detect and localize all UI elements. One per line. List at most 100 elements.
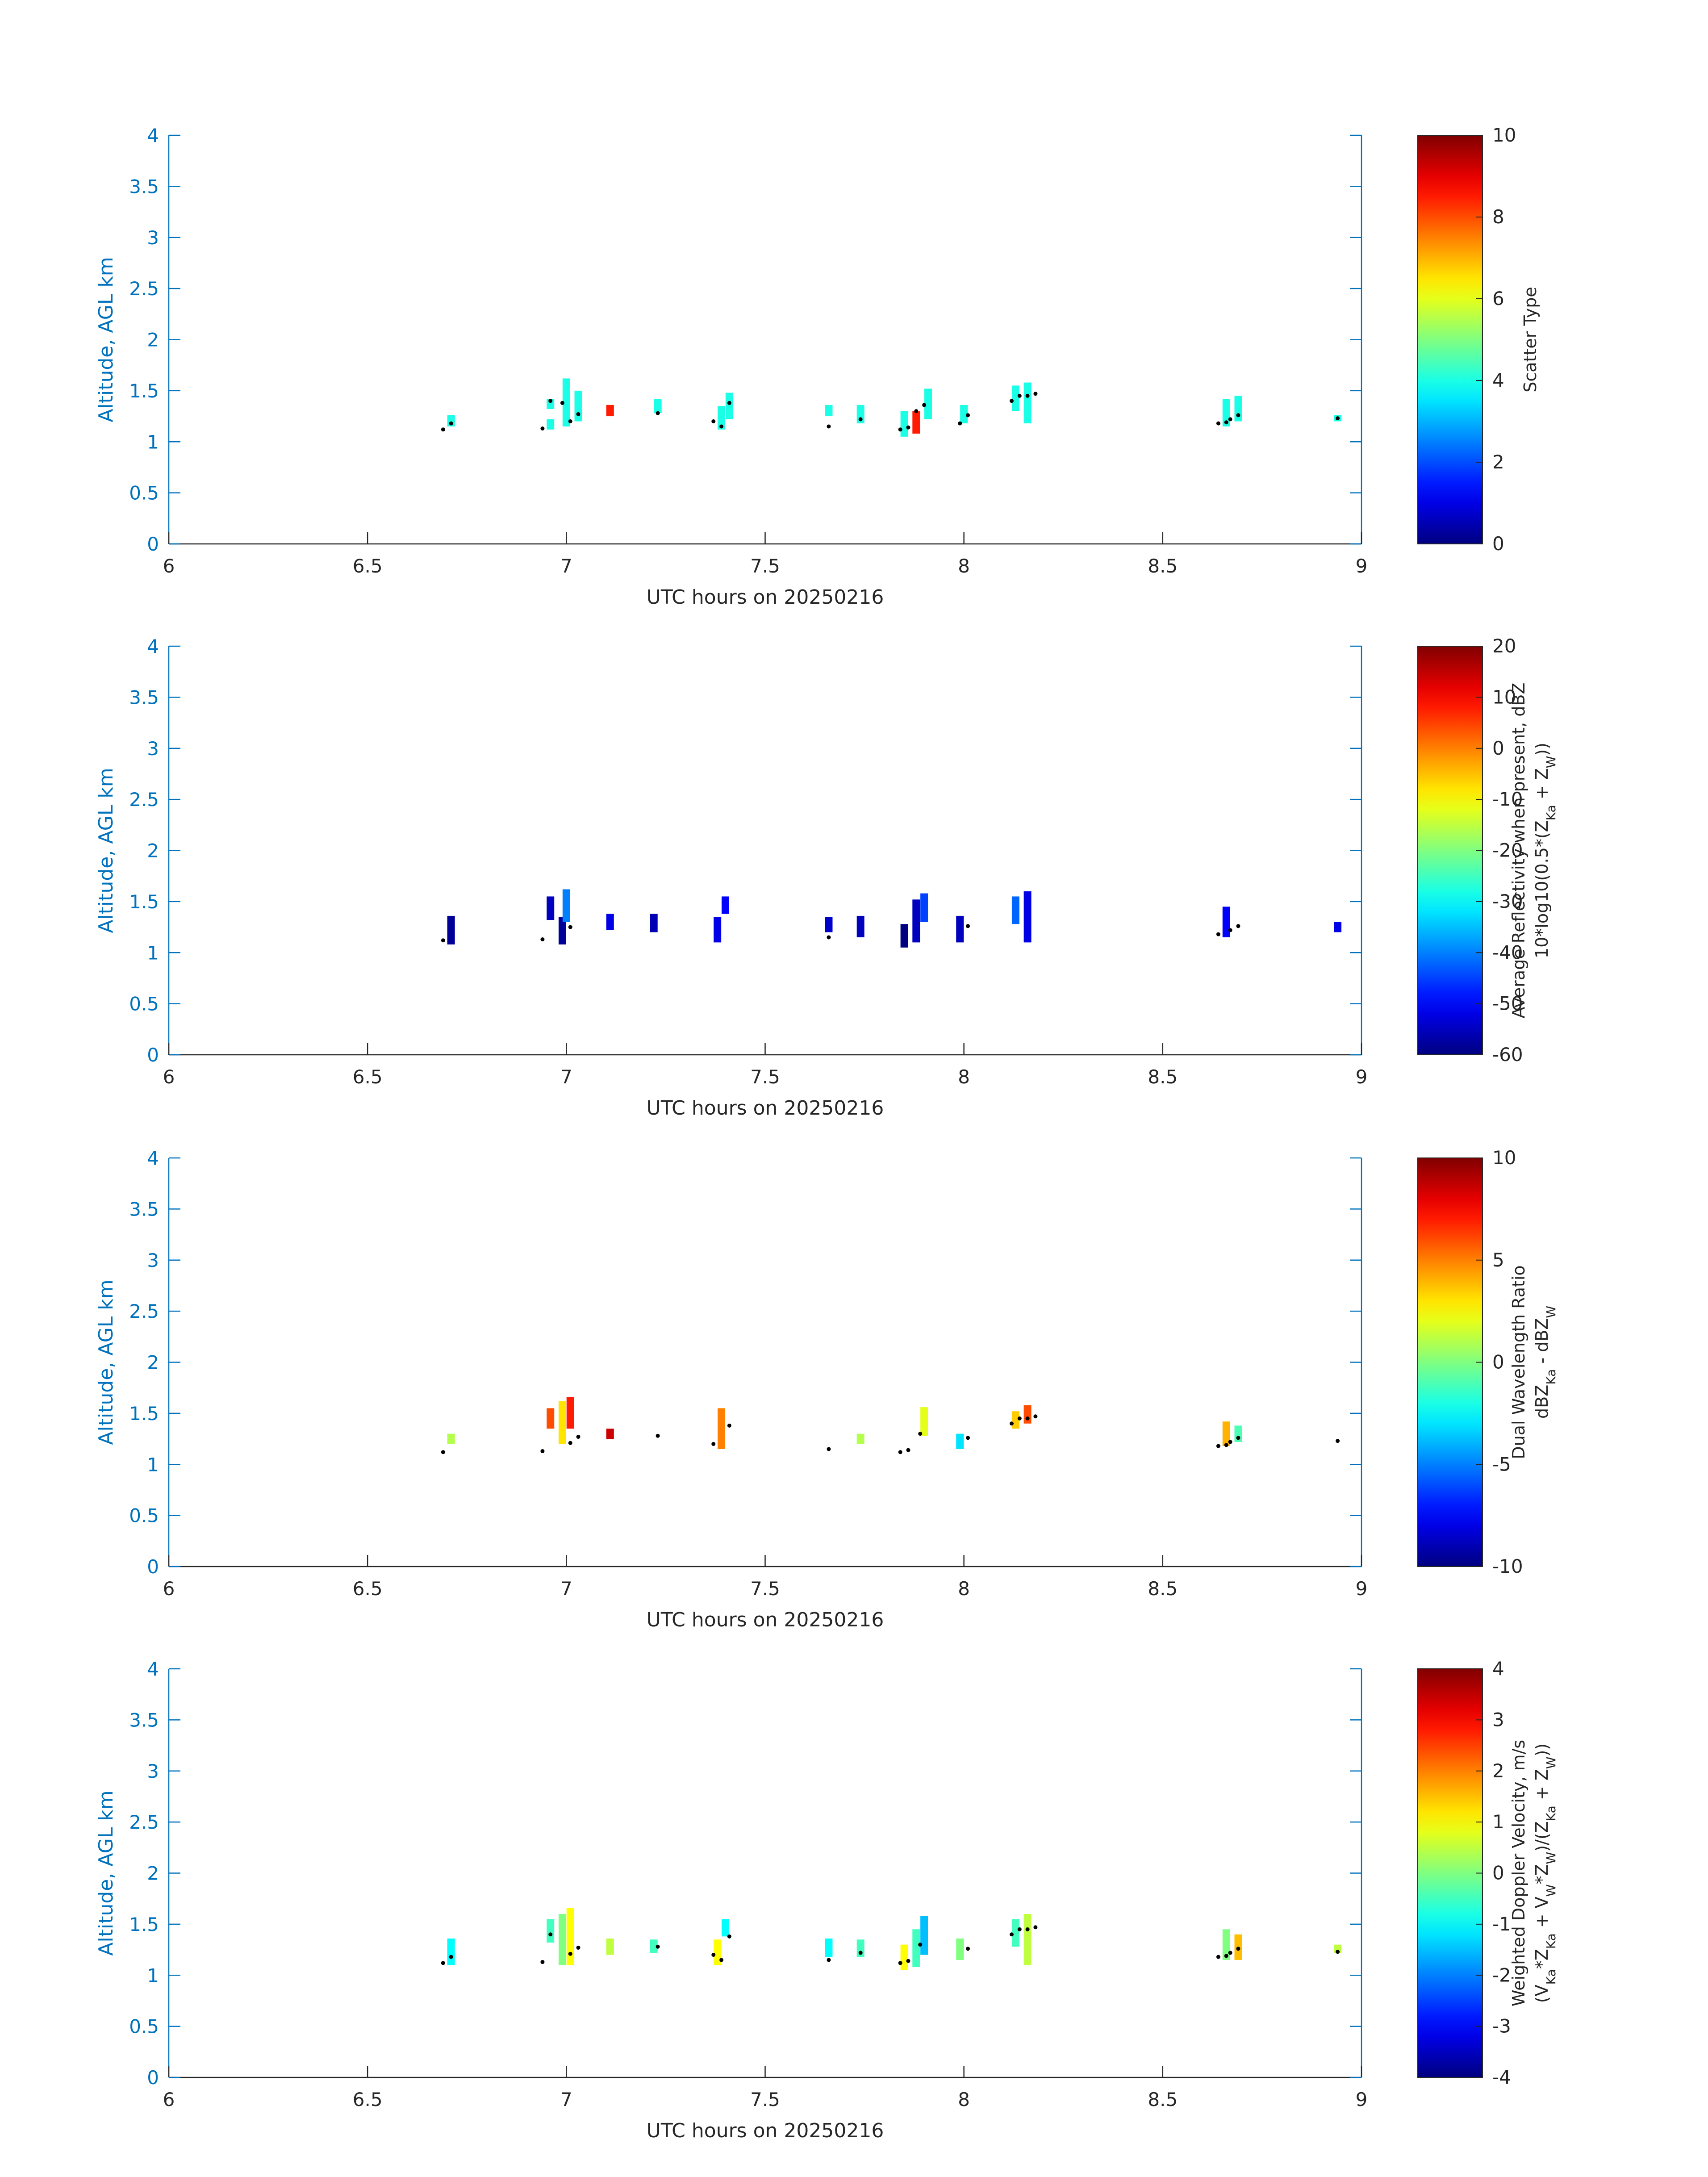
data-point [827, 1447, 831, 1451]
data-point [1336, 1439, 1340, 1443]
colorbar-tick-label: 8 [1492, 206, 1504, 228]
colorbar [1417, 1668, 1483, 2078]
y-axis-title: Altitude, AGL km [95, 1279, 117, 1445]
data-cell [562, 889, 570, 922]
colorbar-title-line: 10*log10(0.5*(ZKa + ZW)) [1532, 743, 1558, 958]
data-point [1236, 1436, 1240, 1440]
data-cell [912, 411, 920, 434]
y-tick-label: 0 [147, 1044, 159, 1066]
data-cell [547, 896, 555, 920]
data-point [548, 1932, 553, 1937]
x-tick-label: 8 [958, 1066, 970, 1088]
data-cell [558, 917, 566, 944]
data-cell [718, 406, 726, 430]
data-point [727, 1934, 731, 1939]
data-cell [1334, 1944, 1342, 1953]
data-cell [447, 1433, 455, 1444]
data-point [1224, 1443, 1228, 1447]
data-point [1236, 413, 1240, 418]
data-point [918, 1943, 923, 1947]
data-point [1025, 393, 1030, 398]
data-cell [558, 1401, 566, 1444]
data-point [656, 1944, 660, 1949]
x-tick-label: 6 [163, 2089, 175, 2110]
y-tick-label: 3.5 [129, 686, 159, 708]
x-tick-label: 7.5 [750, 2089, 780, 2110]
x-tick-label: 9 [1356, 555, 1368, 577]
x-tick-label: 7 [560, 1578, 572, 1600]
data-point [1336, 1950, 1340, 1954]
y-tick-label: 2.5 [129, 1300, 159, 1322]
data-point [827, 935, 831, 940]
x-tick-label: 6 [163, 555, 175, 577]
data-point [441, 1450, 445, 1454]
data-point [966, 1436, 970, 1440]
data-cell [447, 915, 455, 944]
y-tick-label: 4 [147, 1147, 159, 1169]
data-cell [606, 914, 614, 930]
colorbar-tick-label: -2 [1492, 1964, 1511, 1986]
data-point [1010, 1421, 1014, 1426]
data-point [540, 1960, 545, 1964]
data-point [441, 427, 445, 432]
data-cell [718, 1408, 726, 1449]
data-cell [1222, 399, 1230, 426]
colorbar-tick-label: 6 [1492, 288, 1504, 309]
chart-panel-1: 0 0.5 1 1.5 2 2.5 3 3.5 4 6 6.5 7 7.5 8 8.5 9 UTC hours … [95, 124, 1540, 609]
y-tick-label: 1.5 [129, 1914, 159, 1935]
y-tick-label: 4 [147, 1658, 159, 1680]
colorbar-title-line: Scatter Type [1520, 287, 1540, 392]
data-point [576, 1945, 580, 1950]
y-tick-label: 1 [147, 1454, 159, 1475]
data-point [1033, 392, 1038, 396]
data-point [727, 1423, 731, 1428]
x-tick-label: 8 [958, 555, 970, 577]
y-tick-label: 3.5 [129, 1198, 159, 1220]
data-point [656, 1433, 660, 1438]
data-cell [1222, 1929, 1230, 1960]
x-tick-label: 7.5 [750, 555, 780, 577]
y-tick-label: 4 [147, 635, 159, 657]
colorbar-tick-label: 4 [1492, 369, 1504, 391]
y-tick-label: 2.5 [129, 789, 159, 811]
data-cell [606, 1938, 614, 1955]
data-point [711, 1953, 716, 1957]
data-point [560, 401, 564, 405]
data-cell [447, 1938, 455, 1965]
x-tick-label: 6 [163, 1578, 175, 1600]
data-cell [654, 399, 662, 414]
data-cell [547, 419, 555, 430]
data-point [898, 1961, 902, 1965]
x-tick-label: 6.5 [353, 1066, 383, 1088]
data-point [656, 411, 660, 415]
data-point [449, 421, 453, 426]
y-tick-label: 0 [147, 533, 159, 555]
data-cell [1011, 896, 1019, 924]
colorbar-tick-label: -50 [1492, 993, 1523, 1015]
data-point [1010, 399, 1014, 403]
data-cell [912, 899, 920, 943]
x-axis-title: UTC hours on 20250216 [647, 1609, 884, 1631]
y-tick-label: 0.5 [129, 2016, 159, 2038]
y-tick-label: 3.5 [129, 1709, 159, 1731]
x-axis-title: UTC hours on 20250216 [647, 586, 884, 609]
y-tick-label: 1 [147, 942, 159, 964]
x-tick-label: 8.5 [1148, 1066, 1178, 1088]
colorbar-tick-label: 0 [1492, 533, 1504, 555]
data-point [1228, 417, 1232, 422]
data-point [1033, 1414, 1038, 1419]
data-point [540, 1449, 545, 1454]
data-cell [920, 1916, 928, 1955]
data-cell [1234, 396, 1242, 422]
y-tick-label: 3 [147, 1249, 159, 1271]
y-tick-label: 3 [147, 738, 159, 760]
data-cell [650, 914, 658, 932]
colorbar-tick-label: -20 [1492, 840, 1523, 861]
colorbar-title-line: Average Reflectivity when present, dBZ [1509, 683, 1528, 1019]
data-cell [650, 1939, 658, 1953]
data-cell [956, 1938, 964, 1960]
data-point [1216, 421, 1220, 426]
data-cell [547, 1919, 555, 1943]
colorbar-tick-label: 2 [1492, 451, 1504, 473]
colorbar-tick-label: -10 [1492, 788, 1523, 810]
